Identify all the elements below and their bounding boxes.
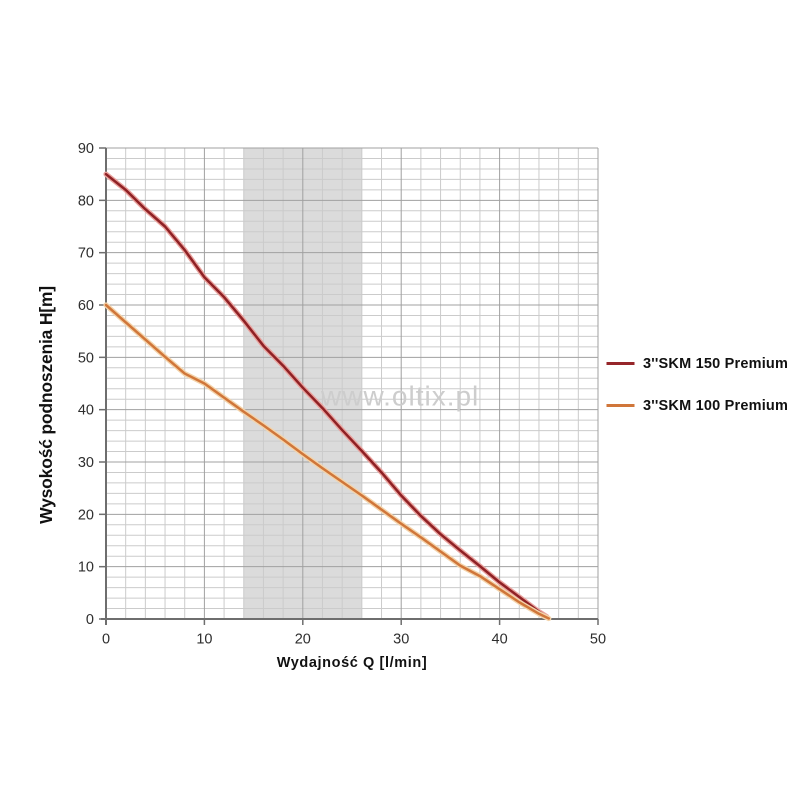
svg-text:30: 30 [393, 632, 409, 648]
svg-text:10: 10 [196, 632, 212, 648]
svg-text:0: 0 [102, 632, 110, 648]
svg-text:20: 20 [295, 632, 311, 648]
svg-text:www.oltix.pl: www.oltix.pl [320, 381, 479, 412]
svg-text:90: 90 [78, 141, 94, 157]
svg-text:3''SKM 150 Premium: 3''SKM 150 Premium [643, 356, 788, 372]
svg-text:Wysokość podnoszenia H[m]: Wysokość podnoszenia H[m] [36, 286, 56, 524]
svg-text:0: 0 [86, 612, 94, 628]
svg-text:60: 60 [78, 298, 94, 314]
svg-text:Wydajność Q [l/min]: Wydajność Q [l/min] [277, 655, 428, 671]
svg-text:20: 20 [78, 507, 94, 523]
svg-text:10: 10 [78, 560, 94, 576]
svg-text:3''SKM 100 Premium: 3''SKM 100 Premium [643, 398, 788, 414]
svg-text:40: 40 [78, 403, 94, 419]
svg-text:40: 40 [492, 632, 508, 648]
svg-text:50: 50 [590, 632, 606, 648]
svg-text:50: 50 [78, 350, 94, 366]
svg-text:80: 80 [78, 193, 94, 209]
svg-text:70: 70 [78, 246, 94, 262]
svg-text:30: 30 [78, 455, 94, 471]
